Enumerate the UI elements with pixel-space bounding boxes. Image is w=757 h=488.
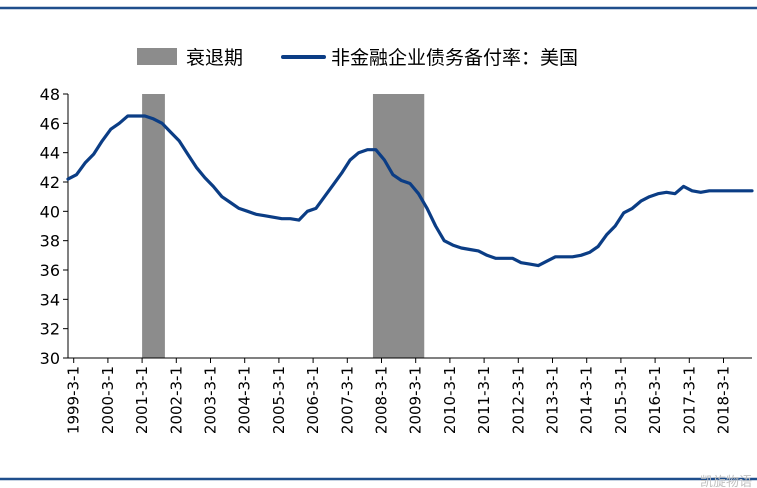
y-tick-label: 34 xyxy=(40,290,60,309)
y-tick-label: 48 xyxy=(40,85,60,104)
x-tick-label: 2000-3-1 xyxy=(99,366,117,434)
x-tick-label: 2006-3-1 xyxy=(304,366,322,434)
watermark-text: 凯旋物语 xyxy=(700,475,752,488)
x-tick-label: 2013-3-1 xyxy=(544,366,562,434)
y-tick-label: 40 xyxy=(40,202,60,221)
x-tick-label: 2007-3-1 xyxy=(338,366,356,434)
legend-series-label: 非金融企业债务备付率：美国 xyxy=(331,47,578,69)
x-tick-label: 2012-3-1 xyxy=(509,366,527,434)
x-tick-label: 2014-3-1 xyxy=(578,366,596,434)
legend: 衰退期 非金融企业债务备付率：美国 xyxy=(137,47,578,69)
x-tick-label: 2018-3-1 xyxy=(715,366,733,434)
y-tick-label: 36 xyxy=(40,261,60,280)
axes: 30 32 34 36 38 40 42 44 46 48 1999-3-1 2000-3-1 2001… xyxy=(40,85,752,434)
recession-bands xyxy=(142,94,425,358)
y-tick-label: 38 xyxy=(40,232,60,251)
x-tick-label: 2016-3-1 xyxy=(646,366,664,434)
series-line-1 xyxy=(66,114,754,268)
series-layer xyxy=(66,114,754,268)
y-tick-label: 42 xyxy=(40,173,60,192)
legend-recession-label: 衰退期 xyxy=(186,47,243,69)
x-tick-label: 2015-3-1 xyxy=(612,366,630,434)
x-tick-label: 2005-3-1 xyxy=(270,366,288,434)
y-tick-label: 32 xyxy=(40,320,60,339)
x-tick-label: 2017-3-1 xyxy=(680,366,698,434)
x-tick-label: 2011-3-1 xyxy=(475,366,493,434)
y-tick-label: 46 xyxy=(40,114,60,133)
x-tick-label: 2003-3-1 xyxy=(202,366,220,434)
recession-band-1 xyxy=(142,94,165,358)
legend-recession-swatch xyxy=(137,48,177,65)
x-tick-label: 1999-3-1 xyxy=(65,366,83,434)
x-tick-label: 2010-3-1 xyxy=(441,366,459,434)
y-tick-label: 44 xyxy=(40,144,60,163)
recession-band-2 xyxy=(372,94,425,358)
x-tick-label: 2009-3-1 xyxy=(407,366,425,434)
x-tick-label: 2001-3-1 xyxy=(133,366,151,434)
y-tick-label: 30 xyxy=(40,349,60,368)
x-tick-label: 2002-3-1 xyxy=(167,366,185,434)
x-tick-label: 2008-3-1 xyxy=(373,366,391,434)
x-tick-label: 2004-3-1 xyxy=(236,366,254,434)
